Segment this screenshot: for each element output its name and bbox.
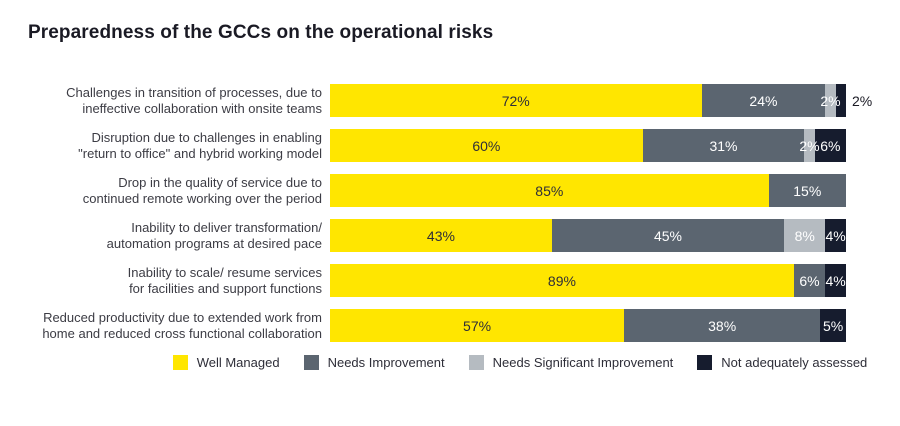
category-label-line: automation programs at desired pace xyxy=(106,235,322,251)
bar-segment: 85% xyxy=(330,174,769,207)
category-label-line: Reduced productivity due to extended wor… xyxy=(43,309,322,325)
legend-swatch xyxy=(697,355,713,370)
stacked-bar: 72% 24% 2% 2% xyxy=(330,84,872,117)
chart-row: Inability to deliver transformation/auto… xyxy=(0,219,900,252)
stacked-bar: 57% 38% 5% xyxy=(330,309,846,342)
stacked-bar: 60% 31% 2% 6% xyxy=(330,129,846,162)
chart-row: Challenges in transition of processes, d… xyxy=(0,84,900,117)
segment-value-label: 6% xyxy=(820,137,841,154)
segment-value-label: 43% xyxy=(426,227,455,244)
legend-label: Not adequately assessed xyxy=(721,355,868,370)
legend-swatch xyxy=(303,355,319,370)
legend-label: Needs Improvement xyxy=(327,355,445,370)
legend: Well Managed Needs Improvement Needs Signi… xyxy=(0,355,900,370)
segment-value-label: 45% xyxy=(653,227,682,244)
segment-value-label: 8% xyxy=(794,227,815,244)
category-label: Challenges in transition of processes, d… xyxy=(28,85,322,117)
category-label-line: Disruption due to challenges in enabling xyxy=(91,129,322,145)
legend-item: Not adequately assessed xyxy=(697,355,867,370)
bar-segment: 2% xyxy=(820,84,841,117)
segment-value-label: 24% xyxy=(749,92,778,109)
category-label: Drop in the quality of service due to con… xyxy=(28,175,322,207)
bar-segment: 72% xyxy=(330,84,702,117)
chart: Challenges in transition of processes, d… xyxy=(0,84,900,342)
stacked-bar: 85% 15% xyxy=(330,174,846,207)
bar-segment: 57% xyxy=(330,309,625,342)
segment-value-label: 6% xyxy=(799,272,820,289)
bar-segment: 38% xyxy=(624,309,821,342)
bar-segment: 43% xyxy=(330,219,552,252)
segment-value-label: 85% xyxy=(535,182,564,199)
bar-segment: 45% xyxy=(551,219,785,252)
stacked-bar: 89% 6% 4% xyxy=(330,264,846,297)
bar-segment: 15% xyxy=(768,174,846,207)
category-label: Disruption due to challenges in enabling… xyxy=(28,130,322,162)
legend-item: Well Managed xyxy=(172,355,280,370)
segment-value-label: 72% xyxy=(501,92,530,109)
bar-segment: 6% xyxy=(814,129,846,162)
category-label-line: Challenges in transition of processes, d… xyxy=(66,84,322,100)
segment-value-label: 57% xyxy=(463,317,492,334)
chart-row: Inability to scale/ resume services for f… xyxy=(0,264,900,297)
legend-label: Well Managed xyxy=(196,355,280,370)
segment-value-label: 15% xyxy=(793,182,822,199)
segment-value-label: 4% xyxy=(825,227,846,244)
chart-row: Drop in the quality of service due to con… xyxy=(0,174,900,207)
bar-segment: 31% xyxy=(642,129,805,162)
legend-item: Needs Improvement xyxy=(303,355,445,370)
chart-row: Reduced productivity due to extended wor… xyxy=(0,309,900,342)
bar-segment: 8% xyxy=(784,219,826,252)
bar-segment: 4% xyxy=(825,219,846,252)
category-label-line: home and reduced cross functional collab… xyxy=(42,325,322,341)
legend-swatch xyxy=(172,355,188,370)
stacked-bar: 43% 45% 8% 4% xyxy=(330,219,846,252)
segment-value-label: 2% xyxy=(820,92,841,109)
segment-value-label: 60% xyxy=(472,137,501,154)
bar-segment: 5% xyxy=(820,309,846,342)
bar-segment: 4% xyxy=(825,264,846,297)
category-label-line: for facilities and support functions xyxy=(129,280,322,296)
bar-segment: 24% xyxy=(701,84,826,117)
segment-value-label: 5% xyxy=(822,317,844,334)
category-label-line: ineffective collaboration with onsite te… xyxy=(82,100,322,116)
category-label: Inability to scale/ resume services for f… xyxy=(28,265,322,297)
category-label: Inability to deliver transformation/auto… xyxy=(28,220,322,252)
bar-segment: 2% xyxy=(799,129,820,162)
bar-segment: 6% xyxy=(793,264,826,297)
bar-segment xyxy=(835,84,846,117)
category-label-line: Inability to deliver transformation/ xyxy=(131,219,322,235)
segment-value-label: 31% xyxy=(709,137,738,154)
segment-value-label: 4% xyxy=(825,272,846,289)
category-label-line: Inability to scale/ resume services xyxy=(127,264,322,280)
segment-value-label: 2% xyxy=(852,92,873,109)
legend-label: Needs Significant Improvement xyxy=(492,355,674,370)
segment-value-label: 38% xyxy=(708,317,737,334)
segment-value-label: 89% xyxy=(547,272,576,289)
category-label-line: Drop in the quality of service due to xyxy=(118,174,322,190)
segment-value-label: 2% xyxy=(799,137,820,154)
category-label-line: "return to office" and hybrid working mo… xyxy=(78,145,322,161)
legend-swatch xyxy=(468,355,484,370)
bar-segment: 60% xyxy=(330,129,643,162)
category-label: Reduced productivity due to extended wor… xyxy=(28,310,322,342)
legend-item: Needs Significant Improvement xyxy=(468,355,674,370)
category-label-line: continued remote working over the period xyxy=(82,190,322,206)
chart-row: Disruption due to challenges in enabling… xyxy=(0,129,900,162)
bar-segment: 89% xyxy=(330,264,794,297)
page-title: Preparedness of the GCCs on the operatio… xyxy=(28,22,494,43)
